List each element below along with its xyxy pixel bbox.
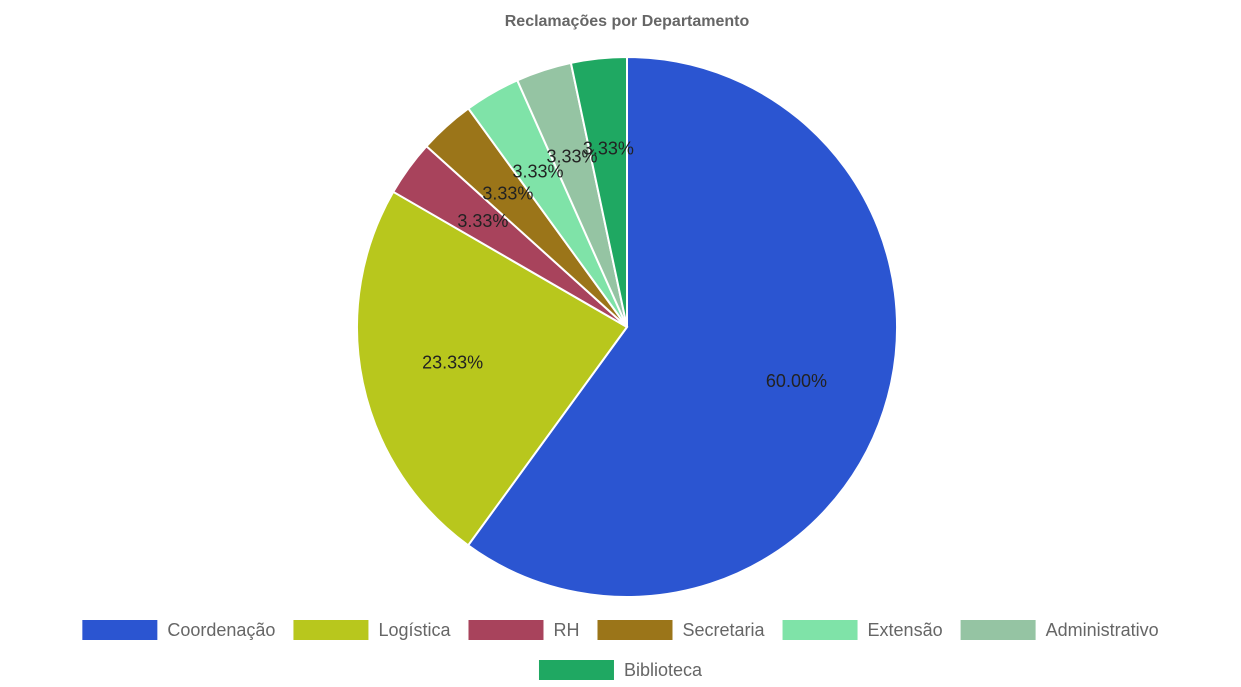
legend-swatch [597,620,673,640]
legend-label: Extensão [868,620,943,640]
pie-slice [466,55,898,598]
legend-item: Secretaria [597,620,766,640]
data-label: 3.33% [512,161,563,181]
data-label: 60.00% [766,371,827,391]
data-label: 3.33% [457,211,508,231]
legend-swatch [468,620,544,640]
legend-label: Coordenação [167,620,275,640]
legend-item: Coordenação [82,620,275,640]
legend-label: Logística [378,620,451,640]
legend-item: Biblioteca [538,660,703,680]
legend-item: RH [468,620,579,640]
legend-label: Biblioteca [624,660,703,680]
data-label: 23.33% [422,353,483,373]
data-label: 3.33% [546,146,597,166]
legend-item: Extensão [782,620,943,640]
legend-swatch [82,620,158,640]
data-label: 3.33% [482,183,533,203]
legend-swatch [782,620,858,640]
legend-swatch [293,620,369,640]
legend-label: Secretaria [682,620,765,640]
pie-slice [569,55,628,328]
legend-item: Logística [293,620,451,640]
chart-title: Reclamações por Departamento [505,13,750,30]
legend-item: Administrativo [960,620,1159,640]
legend-label: RH [553,620,579,640]
legend-swatch [960,620,1036,640]
legend-label: Administrativo [1046,620,1159,640]
legend-swatch [538,660,614,680]
data-label: 3.33% [583,139,634,159]
pie-slice [356,190,629,547]
